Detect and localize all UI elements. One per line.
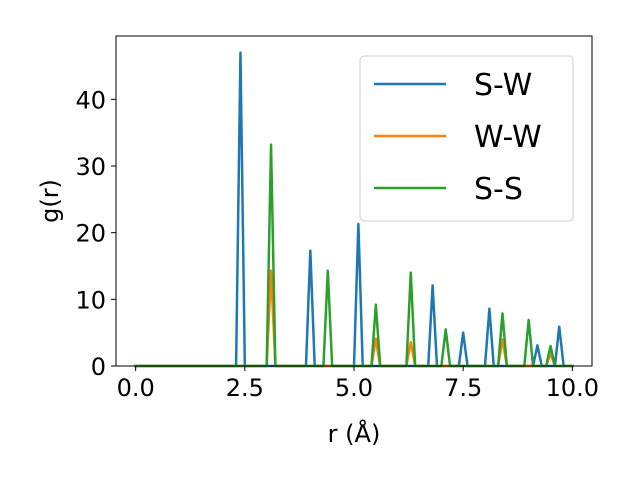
y-axis-label: g(r) <box>36 179 64 223</box>
legend-label-s-s: S-S <box>474 172 523 207</box>
x-axis-label: r (Å) <box>328 419 381 448</box>
x-tick-label: 2.5 <box>226 374 264 402</box>
legend-label-s-w: S-W <box>474 68 532 103</box>
x-tick-label: 10.0 <box>546 374 599 402</box>
y-tick-label: 30 <box>75 153 106 181</box>
x-tick-label: 7.5 <box>444 374 482 402</box>
x-tick-label: 0.0 <box>117 374 155 402</box>
legend: S-W W-W S-S <box>359 55 574 222</box>
legend-frame <box>359 55 574 222</box>
y-tick-label: 0 <box>91 353 106 381</box>
y-tick-label: 10 <box>75 286 106 314</box>
y-tick-label: 40 <box>75 86 106 114</box>
legend-label-w-w: W-W <box>474 120 542 155</box>
tick-layer: 0.0 2.5 5.0 7.5 10.0 0 10 20 30 40 <box>75 86 599 402</box>
y-tick-label: 20 <box>75 220 106 248</box>
plot-frame <box>115 35 593 367</box>
x-tick-label: 5.0 <box>335 374 373 402</box>
